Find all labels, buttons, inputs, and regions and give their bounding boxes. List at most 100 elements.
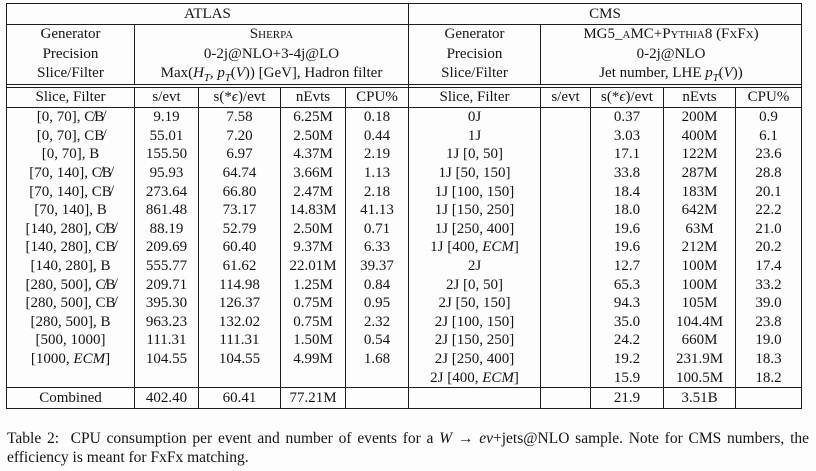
value-cell: 19.2 bbox=[590, 350, 664, 369]
value-cell: 3.66M bbox=[280, 164, 346, 183]
value-cell bbox=[540, 275, 591, 295]
value-cell: 395.30 bbox=[134, 294, 199, 313]
value-cell: 660M bbox=[663, 331, 736, 350]
value-cell bbox=[540, 164, 591, 183]
table-body: [0, 70], C̸B̸ 9.19 7.58 6.25M 0.18 0J 0.37 200M… bbox=[7, 107, 802, 388]
value-cell: 23.8 bbox=[735, 312, 802, 332]
slice-filter-cell: [0, 70], CB̸ bbox=[36, 127, 105, 144]
value-cell: 200M bbox=[663, 107, 736, 127]
slice-filter-cell: [0, 70], C̸B̸ bbox=[36, 109, 105, 126]
slice-filter-cell: 2J [50, 150] bbox=[408, 294, 541, 313]
value-cell: 209.69 bbox=[134, 238, 199, 258]
value-cell: 61.62 bbox=[198, 257, 281, 276]
slice-filter-cell: 1J [100, 150] bbox=[408, 182, 541, 202]
value-cell: 18.2 bbox=[735, 368, 802, 388]
value-cell: 555.77 bbox=[134, 257, 199, 276]
value-cell: 77.21M bbox=[280, 387, 346, 409]
atlas-precision-value: 0-2j@NLO+3-4j@LO bbox=[134, 44, 409, 65]
value-cell bbox=[540, 107, 591, 127]
value-cell: 209.71 bbox=[134, 275, 199, 295]
value-cell bbox=[540, 350, 591, 369]
atlas-col-s-eps-evt: s(*ϵ)/evt bbox=[198, 87, 281, 109]
slice-filter-cell: 2J bbox=[408, 257, 541, 276]
table-row: [500, 1000] 111.31 111.31 1.50M 0.54 2J [150,… bbox=[7, 331, 802, 350]
value-cell: 2.50M bbox=[280, 126, 346, 146]
generator-row: Generator Sherpa Generator MG5_aMC+Pythi… bbox=[7, 24, 802, 45]
cms-precision-value: 0-2j@NLO bbox=[540, 44, 802, 65]
slice-filter-cell: 2J [0, 50] bbox=[408, 275, 541, 295]
slice-filter-cell bbox=[7, 369, 135, 388]
slice-filter-cell: [1000, ECM] bbox=[30, 351, 111, 367]
cpu-consumption-table: ATLAS CMS Generator Sherpa Generator MG5… bbox=[6, 3, 802, 410]
value-cell: 7.20 bbox=[198, 126, 281, 146]
value-cell: 0.71 bbox=[345, 219, 409, 239]
cms-precision-label: Precision bbox=[408, 44, 541, 65]
slice-filter-cell: [140, 280], C̸B̸ bbox=[25, 220, 116, 237]
table-row: [70, 140], CB̸ 273.64 66.80 2.47M 2.18 1J [10… bbox=[7, 182, 802, 202]
value-cell bbox=[540, 312, 591, 332]
value-cell: 18.3 bbox=[735, 350, 802, 369]
value-cell: 15.9 bbox=[590, 368, 664, 388]
value-cell bbox=[134, 368, 199, 388]
value-cell bbox=[345, 368, 409, 388]
value-cell: 3.03 bbox=[590, 126, 664, 146]
slice-filter-cell: [280, 500], CB̸ bbox=[25, 295, 116, 312]
slice-filter-cell: [140, 280], CB̸ bbox=[25, 239, 116, 256]
slice-filter-row: Slice/Filter Max(HT, pT(V)) [GeV], Hadro… bbox=[7, 64, 802, 85]
value-cell: 2.19 bbox=[345, 145, 409, 165]
value-cell: 52.79 bbox=[198, 219, 281, 239]
value-cell: 14.83M bbox=[280, 201, 346, 220]
slice-filter-cell: 2J [400, ECM] bbox=[408, 368, 541, 388]
value-cell: 963.23 bbox=[134, 312, 199, 332]
precision-row: Precision 0-2j@NLO+3-4j@LO Precision 0-2… bbox=[7, 44, 802, 65]
table-row: [0, 70], CB̸ 55.01 7.20 2.50M 0.44 1J 3.03 400M… bbox=[7, 126, 802, 146]
slice-filter-cell: 0J bbox=[408, 107, 541, 127]
value-cell: 6.33 bbox=[345, 238, 409, 258]
value-cell: 7.58 bbox=[198, 107, 281, 127]
cms-slice-filter-label: Slice/Filter bbox=[408, 64, 541, 85]
slice-filter-cell: 1J [250, 400] bbox=[408, 219, 541, 239]
value-cell bbox=[540, 238, 591, 258]
atlas-slice-filter-label: Slice/Filter bbox=[37, 65, 104, 82]
cms-generator-label: Generator bbox=[408, 24, 541, 45]
value-cell: 24.2 bbox=[590, 331, 664, 350]
value-cell: 21.9 bbox=[590, 387, 664, 409]
value-cell: 1.68 bbox=[345, 350, 409, 369]
value-cell bbox=[540, 201, 591, 220]
document-page: ATLAS CMS Generator Sherpa Generator MG5… bbox=[0, 3, 816, 471]
value-cell: 2.18 bbox=[345, 182, 409, 202]
value-cell: 100M bbox=[663, 275, 736, 295]
value-cell: 23.6 bbox=[735, 145, 802, 165]
table-row: [140, 280], C̸B̸ 88.19 52.79 2.50M 0.71 1J [2… bbox=[7, 219, 802, 239]
value-cell: 94.3 bbox=[590, 294, 664, 313]
value-cell: 155.50 bbox=[134, 145, 199, 165]
value-cell: 400M bbox=[663, 126, 736, 146]
table-row: [0, 70], B 155.50 6.97 4.37M 2.19 1J [0, 50] 1… bbox=[7, 145, 802, 165]
atlas-slice-filter-value: Max(HT, pT(V)) [GeV], Hadron filter bbox=[134, 64, 409, 85]
value-cell: 287M bbox=[663, 164, 736, 183]
atlas-title: ATLAS bbox=[6, 3, 409, 25]
value-cell: 100M bbox=[663, 257, 736, 276]
value-cell: 0.84 bbox=[345, 275, 409, 295]
value-cell bbox=[198, 368, 281, 388]
slice-filter-cell: 1J [0, 50] bbox=[408, 145, 541, 165]
value-cell: 126.37 bbox=[198, 294, 281, 313]
value-cell: 104.55 bbox=[134, 350, 199, 369]
slice-filter-cell: [280, 500], B bbox=[30, 313, 111, 330]
value-cell: 88.19 bbox=[134, 219, 199, 239]
value-cell: 0.95 bbox=[345, 294, 409, 313]
column-header-row: Slice, Filter s/evt s(*ϵ)/evt nEvts CPU%… bbox=[6, 87, 802, 109]
value-cell: 73.17 bbox=[198, 201, 281, 220]
atlas-col-s-evt: s/evt bbox=[134, 87, 199, 109]
value-cell: 122M bbox=[663, 145, 736, 165]
combined-row: Combined 402.40 60.41 77.21M 21.9 3.51B bbox=[6, 387, 802, 409]
value-cell: 3.51B bbox=[663, 387, 736, 409]
value-cell: 17.4 bbox=[735, 257, 802, 276]
table-row: 2J [400, ECM] 15.9 100.5M 18.2 bbox=[7, 368, 802, 388]
value-cell: 18.0 bbox=[590, 201, 664, 220]
value-cell: 111.31 bbox=[134, 331, 199, 350]
value-cell: 6.1 bbox=[735, 126, 802, 146]
value-cell bbox=[540, 145, 591, 165]
value-cell: 18.4 bbox=[590, 182, 664, 202]
value-cell: 2.47M bbox=[280, 182, 346, 202]
